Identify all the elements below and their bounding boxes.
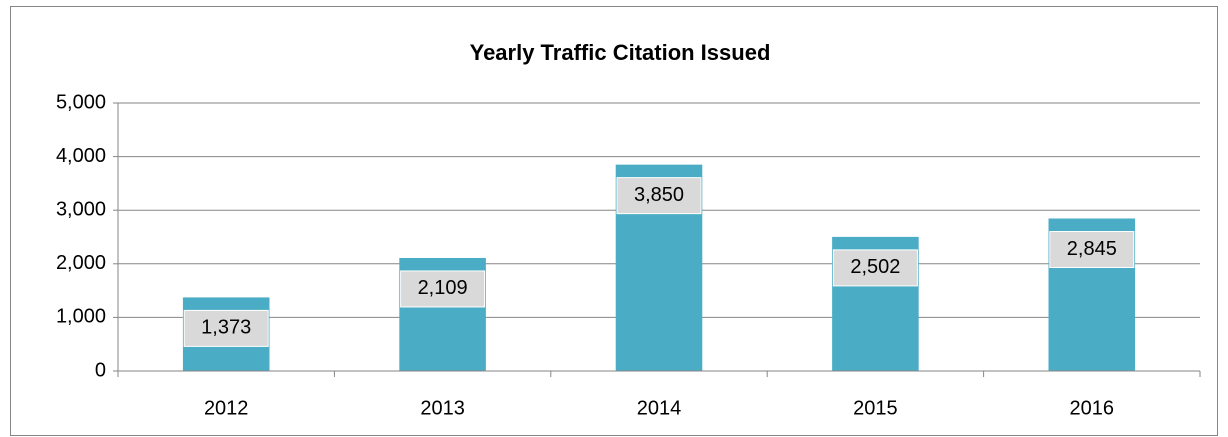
y-tick-label: 4,000 bbox=[56, 145, 106, 167]
data-label-box bbox=[400, 270, 486, 308]
data-label: 2,502 bbox=[850, 256, 900, 278]
data-label: 1,373 bbox=[201, 317, 251, 339]
x-tick-label: 2014 bbox=[637, 397, 682, 419]
data-label-box bbox=[183, 309, 269, 347]
data-label: 2,845 bbox=[1067, 238, 1117, 260]
data-label-box bbox=[616, 177, 702, 215]
y-tick-label: 1,000 bbox=[56, 306, 106, 328]
y-tick-label: 3,000 bbox=[56, 198, 106, 220]
x-tick-label: 2015 bbox=[853, 397, 898, 419]
data-label: 2,109 bbox=[418, 277, 468, 299]
chart-title: Yearly Traffic Citation Issued bbox=[470, 40, 771, 65]
x-tick-label: 2012 bbox=[204, 397, 249, 419]
data-label-box bbox=[1049, 231, 1135, 269]
y-tick-label: 0 bbox=[95, 359, 106, 381]
y-tick-label: 2,000 bbox=[56, 252, 106, 274]
x-tick-label: 2016 bbox=[1070, 397, 1115, 419]
data-label: 3,850 bbox=[634, 184, 684, 206]
y-tick-label: 5,000 bbox=[56, 91, 106, 113]
data-label-box bbox=[832, 249, 918, 287]
x-tick-label: 2013 bbox=[420, 397, 465, 419]
